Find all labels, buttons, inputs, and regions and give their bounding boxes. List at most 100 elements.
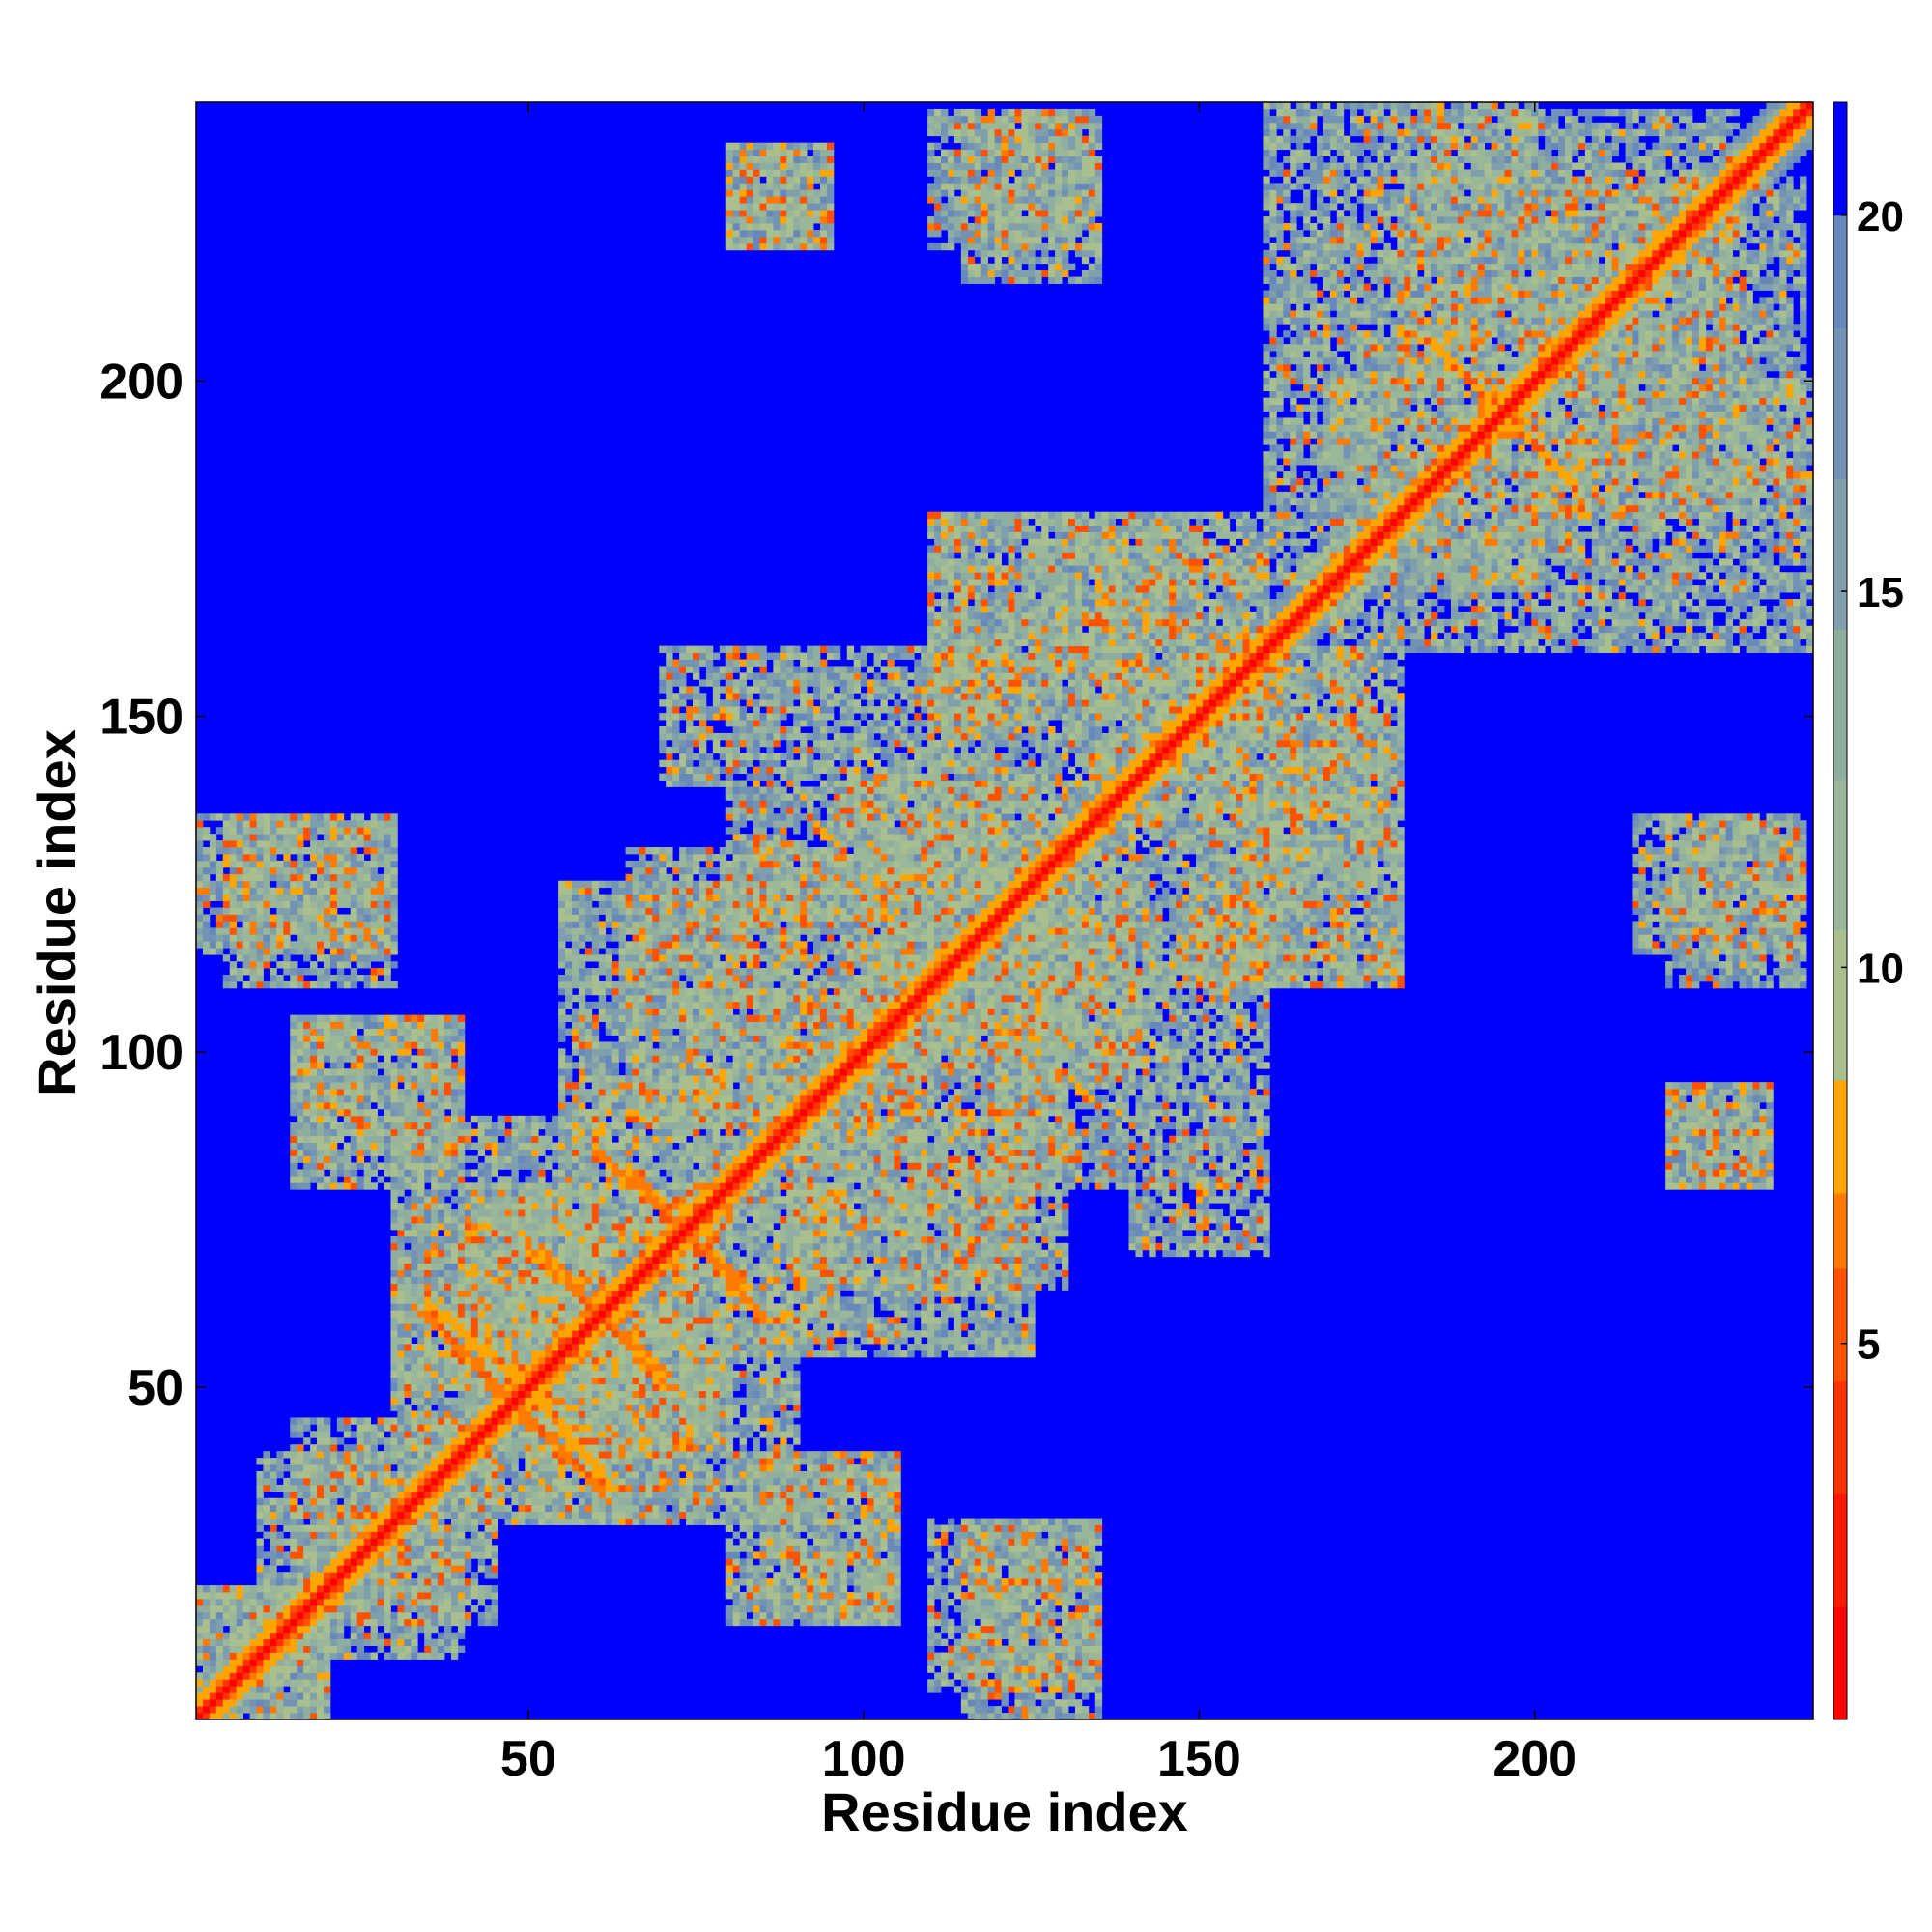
heatmap-cell	[611, 1504, 639, 1513]
heatmap-cell	[558, 1511, 566, 1520]
heatmap-cell	[497, 1222, 512, 1231]
heatmap-cell	[1074, 1531, 1096, 1539]
heatmap-cell	[618, 1236, 626, 1244]
heatmap-cell	[941, 1236, 955, 1244]
heatmap-cell	[807, 1283, 821, 1291]
heatmap-cell	[370, 1625, 378, 1634]
heatmap-cell	[450, 1611, 466, 1620]
heatmap-cell	[693, 1283, 700, 1291]
heatmap-cell	[705, 1410, 714, 1418]
heatmap-cell	[813, 1618, 821, 1627]
heatmap-cell	[880, 1484, 888, 1492]
heatmap-cell	[584, 1317, 593, 1324]
heatmap-cell	[384, 1417, 391, 1425]
heatmap-cell	[967, 1625, 982, 1634]
heatmap-cell	[491, 1397, 505, 1405]
heatmap-cell	[800, 1618, 808, 1627]
heatmap-cell	[605, 1458, 613, 1465]
heatmap-cell	[584, 1323, 593, 1331]
heatmap-cell	[894, 1578, 901, 1586]
heatmap-cell	[263, 1659, 277, 1666]
heatmap-cell	[853, 1310, 862, 1318]
heatmap-cell	[1048, 1283, 1056, 1291]
heatmap-cell	[1094, 1538, 1103, 1546]
heatmap-cell	[370, 1652, 378, 1660]
heatmap-cell	[397, 1464, 405, 1472]
heatmap-cell	[659, 1303, 673, 1311]
heatmap-cell	[450, 1377, 459, 1385]
heatmap-cell	[934, 1558, 949, 1566]
heatmap-cell	[960, 1323, 969, 1331]
heatmap-cell	[1001, 1578, 1009, 1586]
heatmap-cell	[363, 1578, 371, 1586]
heatmap-cell	[625, 1363, 633, 1372]
heatmap-cell	[1055, 1518, 1063, 1525]
heatmap-cell	[1081, 1692, 1090, 1700]
heatmap-cell	[424, 1344, 432, 1351]
heatmap-cell	[283, 1592, 291, 1600]
heatmap-cell	[491, 1222, 498, 1231]
heatmap-cell	[370, 1598, 378, 1606]
heatmap-cell	[397, 1605, 405, 1613]
heatmap-cell	[1008, 1572, 1029, 1579]
heatmap-cell	[431, 1585, 439, 1593]
heatmap-cell	[860, 1545, 868, 1552]
heatmap-cell	[491, 1356, 498, 1365]
heatmap-cell	[712, 1417, 721, 1425]
heatmap-cell	[477, 1458, 486, 1465]
heatmap-cell	[504, 1290, 512, 1297]
heatmap-cell	[270, 1504, 277, 1513]
heatmap-cell	[921, 1242, 928, 1251]
heatmap-cell	[672, 1404, 680, 1411]
heatmap-cell	[1088, 1611, 1096, 1620]
heatmap-cell	[672, 1350, 680, 1358]
heatmap-cell	[263, 1618, 277, 1627]
heatmap-cell	[934, 1350, 942, 1358]
heatmap-cell	[390, 1611, 398, 1620]
heatmap-cell	[813, 1256, 821, 1264]
heatmap-cell	[1189, 1242, 1197, 1251]
heatmap-cell	[578, 1431, 586, 1438]
heatmap-cell	[618, 1370, 626, 1378]
heatmap-cell	[800, 1611, 808, 1620]
heatmap-cell	[491, 1249, 505, 1258]
heatmap-cell	[457, 1229, 466, 1237]
heatmap-cell	[800, 1451, 808, 1459]
heatmap-cell	[242, 1632, 250, 1640]
heatmap-cell	[196, 1605, 211, 1613]
heatmap-cell	[491, 1269, 498, 1277]
heatmap-cell	[329, 1638, 338, 1646]
heatmap-cell	[290, 1444, 298, 1452]
heatmap-cell	[558, 1229, 566, 1237]
heatmap-cell	[411, 1269, 425, 1277]
heatmap-cell	[914, 1229, 928, 1237]
heatmap-cell	[390, 1592, 398, 1600]
heatmap-cell	[209, 1659, 217, 1666]
heatmap-cell	[464, 1417, 472, 1425]
heatmap-cell	[947, 1296, 955, 1304]
heatmap-cell	[645, 1269, 653, 1277]
heatmap-cell	[645, 1511, 653, 1520]
heatmap-cell	[819, 1337, 828, 1345]
heatmap-cell	[867, 1276, 881, 1284]
heatmap-cell	[773, 1444, 781, 1452]
heatmap-cell	[584, 1471, 593, 1479]
heatmap-cell	[329, 1531, 338, 1539]
heatmap-cell	[1074, 1565, 1083, 1573]
heatmap-cell	[980, 1638, 989, 1646]
heatmap-cell	[786, 1330, 794, 1338]
heatmap-cell	[343, 1531, 352, 1539]
heatmap-cell	[417, 1585, 432, 1593]
heatmap-cell	[800, 1558, 814, 1566]
heatmap-cell	[693, 1444, 700, 1452]
heatmap-cell	[491, 1477, 498, 1486]
heatmap-cell	[1222, 1229, 1231, 1237]
heatmap-cell	[417, 1236, 425, 1244]
heatmap-cell	[873, 1605, 881, 1613]
heatmap-cell	[625, 1437, 633, 1445]
heatmap-cell	[839, 1464, 848, 1472]
heatmap-cell	[725, 1317, 734, 1324]
heatmap-cell	[873, 1283, 881, 1291]
heatmap-cell	[545, 1222, 553, 1231]
heatmap-cell	[873, 1511, 881, 1520]
